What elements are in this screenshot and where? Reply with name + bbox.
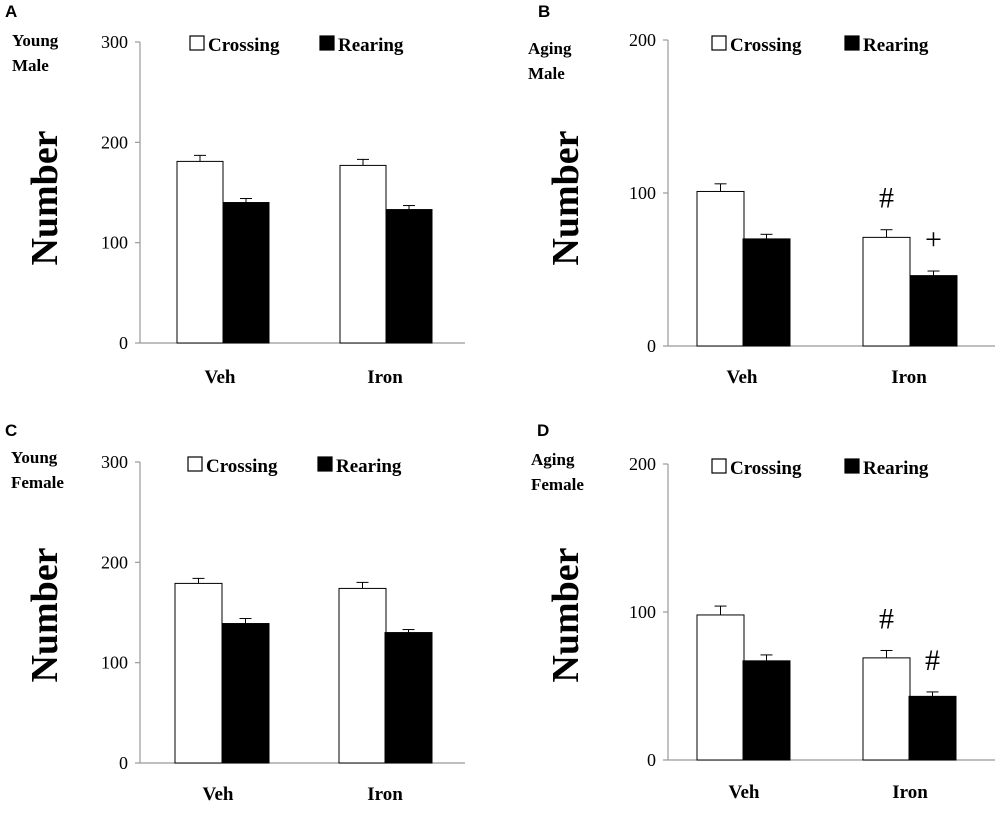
x-category-label: Iron (892, 782, 928, 803)
y-axis-title: Number (545, 130, 587, 265)
group-label-line: Young (11, 448, 58, 467)
y-tick-label: 200 (101, 552, 128, 572)
y-tick-label: 200 (629, 30, 656, 50)
bar-rearing (742, 660, 791, 761)
x-category-label: Iron (367, 367, 403, 388)
significance-marker: # (879, 602, 894, 635)
group-label-line: Young (12, 31, 59, 50)
bar-crossing (696, 190, 745, 347)
y-tick-label: 0 (647, 750, 656, 770)
y-tick-label: 300 (101, 452, 128, 472)
y-axis-title: Number (24, 130, 66, 265)
legend-swatch-crossing (711, 35, 727, 51)
x-category-label: Iron (891, 367, 927, 388)
bar-crossing (339, 164, 387, 344)
group-label-line: Female (11, 473, 64, 492)
bar-crossing (862, 236, 911, 347)
bar-rearing (222, 202, 270, 344)
panel-a: A Young Male Number 0 100 200 300 Veh Iron Crossin… (5, 2, 465, 388)
bar-crossing (862, 657, 911, 761)
legend-swatch-crossing (189, 35, 205, 51)
significance-marker: + (925, 223, 942, 256)
bar-rearing (908, 695, 957, 761)
bar-rearing (384, 632, 433, 764)
x-category-label: Veh (727, 367, 758, 388)
bar-rearing (385, 209, 433, 344)
legend-swatch-rearing (317, 456, 333, 472)
group-label-line: Male (12, 56, 49, 75)
legend-label-crossing: Crossing (208, 35, 280, 56)
x-category-label: Iron (367, 784, 403, 805)
bar-crossing (696, 614, 745, 761)
bar-rearing (909, 275, 958, 347)
y-tick-label: 100 (101, 233, 128, 253)
panel-letter: D (537, 421, 549, 440)
y-tick-label: 200 (101, 132, 128, 152)
legend-swatch-crossing (187, 456, 203, 472)
bar-rearing (221, 623, 270, 764)
bar-crossing (338, 587, 387, 764)
panel-letter: C (5, 421, 17, 440)
y-axis-title: Number (545, 547, 587, 682)
group-label-line: Aging (528, 39, 572, 58)
legend-swatch-rearing (844, 35, 860, 51)
legend-swatch-rearing (319, 35, 335, 51)
bar-crossing (174, 582, 223, 764)
legend-label-rearing: Rearing (336, 456, 402, 477)
panel-letter: A (5, 2, 17, 21)
y-tick-label: 100 (629, 183, 656, 203)
legend-label-crossing: Crossing (206, 456, 278, 477)
x-category-label: Veh (205, 367, 236, 388)
y-tick-label: 300 (101, 32, 128, 52)
legend-label-crossing: Crossing (730, 35, 802, 56)
panel-c: C Young Female Number 0 100 200 300 Veh Iron Cross… (5, 421, 465, 805)
significance-marker: # (925, 644, 940, 677)
y-tick-label: 0 (119, 333, 128, 353)
group-label-line: Male (528, 64, 565, 83)
bar-crossing (176, 160, 224, 344)
legend-label-crossing: Crossing (730, 458, 802, 479)
x-category-label: Veh (203, 784, 234, 805)
y-tick-label: 200 (629, 454, 656, 474)
panel-d: D Aging Female Number 0 100 200 Veh Iron # # Crossi… (531, 421, 995, 803)
y-tick-label: 100 (629, 602, 656, 622)
panel-b: B Aging Male Number 0 100 200 Veh Iron # + Crossing… (528, 2, 995, 388)
y-tick-label: 100 (101, 653, 128, 673)
legend-swatch-crossing (711, 458, 727, 474)
bar-rearing (742, 238, 791, 347)
legend-label-rearing: Rearing (863, 35, 929, 56)
panel-letter: B (538, 2, 550, 21)
y-tick-label: 0 (119, 753, 128, 773)
legend-label-rearing: Rearing (863, 458, 929, 479)
group-label-line: Aging (531, 450, 575, 469)
legend-label-rearing: Rearing (338, 35, 404, 56)
y-axis-title: Number (24, 547, 66, 682)
significance-marker: # (879, 182, 894, 215)
legend-swatch-rearing (844, 458, 860, 474)
x-category-label: Veh (729, 782, 760, 803)
y-tick-label: 0 (647, 336, 656, 356)
group-label-line: Female (531, 475, 584, 494)
